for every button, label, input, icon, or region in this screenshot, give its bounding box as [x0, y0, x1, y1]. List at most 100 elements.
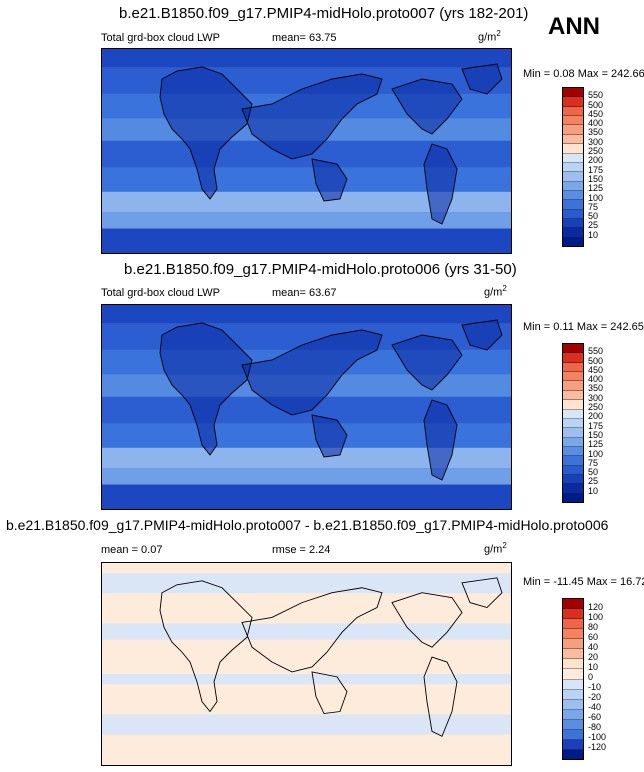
panel-2-map-svg [102, 305, 511, 509]
panel-3-mean: mean = 0.07 [101, 544, 163, 556]
colorbar-swatch [563, 381, 583, 391]
colorbar-swatch [563, 237, 583, 247]
colorbar-tick-label: 25 [588, 476, 599, 487]
colorbar-swatch [563, 88, 583, 98]
panel-2-map [101, 304, 512, 510]
colorbar-tick-label: 125 [588, 183, 604, 194]
colorbar-swatch [563, 639, 583, 650]
colorbar-tick-label: 150 [588, 429, 604, 440]
colorbar-tick-label: -40 [588, 702, 602, 712]
colorbar-tick-label: 500 [588, 355, 604, 366]
panel-1-units: g/m2 [478, 29, 501, 44]
colorbar-swatch [563, 162, 583, 173]
colorbar-swatch [563, 699, 583, 710]
colorbar-tick-label: 100 [588, 192, 604, 203]
colorbar-swatch [563, 353, 583, 363]
panel-3-colorbar-ticks: 120 100 80 60 40 20 10 0 -10 -20 -40 -60 -80 -100 -120 [588, 598, 628, 758]
colorbar-swatch [563, 446, 583, 457]
colorbar-tick-label: 350 [588, 127, 604, 138]
panel-1-map [101, 48, 512, 254]
colorbar-swatch [563, 599, 583, 610]
colorbar-swatch [563, 456, 583, 466]
colorbar-tick-label: -60 [588, 712, 602, 722]
colorbar-tick-label: 50 [588, 211, 599, 222]
panel-1-colorbar [562, 87, 584, 247]
colorbar-tick-label: 175 [588, 164, 604, 175]
colorbar-swatch [563, 209, 583, 220]
colorbar-swatch [563, 409, 583, 419]
colorbar-swatch [563, 428, 583, 438]
panel-3-map [101, 562, 512, 766]
colorbar-tick-label: 550 [588, 346, 604, 357]
colorbar-tick-label: 100 [588, 612, 604, 622]
colorbar-swatch [563, 619, 583, 630]
colorbar-tick-label: 175 [588, 420, 604, 431]
colorbar-swatch [563, 418, 583, 429]
colorbar-tick-label: 25 [588, 220, 599, 231]
colorbar-tick-label: 80 [588, 622, 599, 632]
colorbar-swatch [563, 739, 583, 750]
panel-1-map-svg [102, 49, 511, 253]
colorbar-tick-label: 350 [588, 383, 604, 394]
panel-3-rmse: rmse = 2.24 [272, 544, 331, 556]
colorbar-swatch [563, 475, 583, 485]
panel-3-title: b.e21.B1850.f09_g17.PMIP4-midHolo.proto0… [6, 517, 609, 533]
panel-2-mean: mean= 63.67 [272, 287, 337, 299]
colorbar-tick-label: -120 [588, 742, 607, 752]
colorbar-tick-label: 10 [588, 662, 599, 672]
colorbar-swatch [563, 659, 583, 670]
panel-1-minmax: Min = 0.08 Max = 242.66 [523, 68, 644, 80]
colorbar-swatch [563, 362, 583, 373]
panel-3-map-svg [102, 563, 511, 765]
colorbar-swatch [563, 153, 583, 163]
colorbar-swatch [563, 609, 583, 620]
colorbar-tick-label: 125 [588, 439, 604, 450]
colorbar-swatch [563, 172, 583, 182]
season-label: ANN [548, 13, 600, 40]
colorbar-swatch [563, 669, 583, 680]
colorbar-tick-label: 150 [588, 173, 604, 184]
colorbar-swatch [563, 689, 583, 700]
colorbar-tick-label: 200 [588, 155, 604, 166]
colorbar-tick-label: 500 [588, 99, 604, 110]
panel-3-colorbar [562, 598, 584, 760]
panel-2-colorbar [562, 343, 584, 503]
colorbar-tick-label: 400 [588, 374, 604, 385]
colorbar-swatch [563, 709, 583, 720]
colorbar-tick-label: 300 [588, 136, 604, 147]
colorbar-swatch [563, 629, 583, 640]
colorbar-swatch [563, 97, 583, 107]
colorbar-tick-label: 250 [588, 146, 604, 157]
colorbar-swatch [563, 372, 583, 382]
panel-3-units: g/m2 [484, 541, 507, 556]
colorbar-tick-label: -100 [588, 732, 607, 742]
colorbar-tick-label: 450 [588, 364, 604, 375]
colorbar-swatch [563, 219, 583, 229]
panel-2-title: b.e21.B1850.f09_g17.PMIP4-midHolo.proto0… [124, 261, 517, 278]
colorbar-tick-label: 60 [588, 632, 599, 642]
colorbar-swatch [563, 719, 583, 730]
colorbar-swatch [563, 134, 583, 145]
colorbar-tick-label: 450 [588, 108, 604, 119]
colorbar-swatch [563, 125, 583, 135]
colorbar-tick-label: 100 [588, 448, 604, 459]
colorbar-tick-label: 10 [588, 485, 599, 496]
panel-1-colorbar-ticks: 550 500 450 400 350 300 250 200 175 150 125 100 75 50… [588, 87, 628, 245]
colorbar-swatch [563, 400, 583, 410]
colorbar-tick-label: 120 [588, 602, 604, 612]
colorbar-tick-label: 300 [588, 392, 604, 403]
panel-2-colorbar-ticks: 550 500 450 400 350 300 250 200 175 150 125 100 75 50… [588, 343, 628, 501]
colorbar-tick-label: -10 [588, 682, 602, 692]
colorbar-swatch [563, 437, 583, 447]
colorbar-tick-label: -80 [588, 722, 602, 732]
colorbar-tick-label: 0 [588, 672, 594, 682]
colorbar-swatch [563, 729, 583, 740]
colorbar-swatch [563, 749, 583, 759]
colorbar-tick-label: 20 [588, 652, 599, 662]
colorbar-swatch [563, 200, 583, 210]
panel-1-title: b.e21.B1850.f09_g17.PMIP4-midHolo.proto0… [119, 5, 529, 22]
colorbar-swatch [563, 116, 583, 126]
colorbar-tick-label: 250 [588, 402, 604, 413]
colorbar-swatch [563, 390, 583, 401]
panel-1-mean: mean= 63.75 [272, 32, 337, 44]
